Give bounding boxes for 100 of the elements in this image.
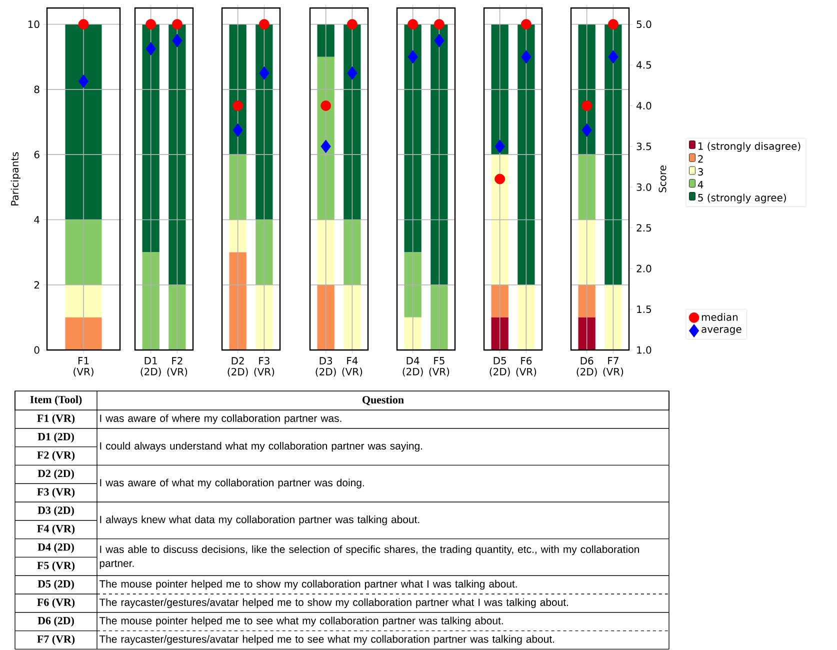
- point: [608, 19, 618, 30]
- text: The raycaster/gestures/avatar helped me to see what my collaboration partner was talking about.: [99, 635, 554, 645]
- bar: [65, 220, 102, 285]
- bar: [404, 252, 422, 318]
- y2-tick-label: 1.0: [637, 346, 652, 354]
- bar: [229, 220, 246, 252]
- bar: [404, 317, 422, 350]
- point: [258, 19, 270, 30]
- bar: [65, 284, 102, 318]
- y-tick-label: 8: [34, 86, 40, 94]
- bar: [604, 24, 622, 285]
- x-tick-label: D5 (2D): [490, 357, 510, 377]
- text: D5 (2D): [38, 580, 74, 590]
- bar: [491, 154, 508, 285]
- x-tick-label: F5 (VR): [429, 357, 450, 377]
- text: I was able to discuss decisions, like the selection of specific shares, the trading quantity, etc., with my collaboration partner.: [100, 545, 639, 570]
- x-tick-label: F2 (VR): [167, 357, 188, 377]
- y2-tick-label: 2.0: [636, 264, 652, 272]
- y2-tick-label: 3.0: [636, 183, 652, 191]
- text: F6 (VR): [37, 598, 75, 608]
- text: F1 (VR): [37, 414, 75, 424]
- legend-label: 3: [698, 168, 703, 176]
- legend-label: average: [702, 327, 742, 335]
- bar: [578, 284, 596, 318]
- y2-tick-label: 2.5: [636, 224, 651, 232]
- point: [232, 100, 244, 111]
- point: [521, 50, 532, 64]
- x-tick-label: F1 (VR): [74, 357, 94, 377]
- bar: [344, 284, 361, 350]
- y2-tick-label: 4.0: [636, 102, 652, 110]
- bar: [317, 56, 334, 220]
- bar: [578, 220, 596, 285]
- bar: [578, 317, 596, 350]
- point: [320, 100, 332, 111]
- text: D1 (2D): [38, 432, 74, 443]
- point: [347, 66, 358, 80]
- point: [608, 50, 618, 64]
- bar: [229, 24, 246, 155]
- y2-axis-title: Score: [658, 166, 666, 192]
- legend-label: 2: [698, 155, 703, 163]
- bar: [404, 24, 422, 252]
- y-axis-title: Paricipants: [10, 152, 20, 206]
- x-tick-label: F7 (VR): [603, 357, 624, 377]
- bar: [491, 317, 508, 350]
- text: The mouse pointer helped me to see what my collaboration partner was talking about.: [99, 616, 503, 626]
- legend-label: 1 (strongly disagree): [698, 142, 800, 152]
- bar: [256, 220, 273, 285]
- y2-tick-label: 1.5: [637, 306, 651, 313]
- bar: [317, 24, 334, 57]
- bar: [491, 24, 508, 155]
- bar: [229, 154, 246, 220]
- point: [346, 19, 358, 30]
- text: D3 (2D): [38, 506, 74, 516]
- legend-label: median: [702, 313, 738, 321]
- bar: [578, 154, 596, 220]
- text: The raycaster/gestures/avatar helped me to show my collaboration partner what I was talking about.: [99, 598, 568, 608]
- bar: [491, 284, 508, 318]
- point: [320, 140, 331, 154]
- bar: [518, 284, 535, 350]
- x-tick-label: D3 (2D): [316, 357, 336, 377]
- bar: [256, 284, 273, 350]
- point: [259, 66, 270, 80]
- y-tick-label: 0: [34, 346, 40, 354]
- text: I was aware of what my collaboration partner was doing.: [100, 478, 364, 488]
- y2-tick-label: 5.0: [636, 20, 652, 28]
- text: The mouse pointer helped me to show my collaboration partner what I was talking about.: [99, 580, 517, 590]
- y-tick-label: 4: [34, 216, 40, 224]
- x-tick-label: F3 (VR): [254, 357, 274, 377]
- point: [494, 140, 505, 154]
- x-tick-label: D2 (2D): [228, 357, 248, 377]
- point: [232, 123, 243, 137]
- bar: [578, 24, 596, 155]
- text: I could always understand what my collaboration partner was saying.: [100, 442, 422, 452]
- y-tick-label: 2: [34, 281, 39, 289]
- x-tick-label: D4 (2D): [402, 357, 423, 377]
- point: [582, 123, 592, 137]
- text: Item (Tool): [30, 396, 82, 406]
- bar: [65, 24, 102, 220]
- bar: [256, 24, 273, 220]
- bar: [317, 220, 334, 285]
- legend-label: 5 (strongly agree): [698, 194, 786, 204]
- point: [582, 100, 592, 111]
- x-tick-label: F6 (VR): [516, 357, 536, 377]
- point: [520, 19, 532, 30]
- bar: [430, 24, 448, 285]
- y2-tick-label: 4.5: [636, 61, 651, 69]
- y2-tick-label: 3.5: [636, 142, 651, 150]
- point: [494, 174, 506, 184]
- bar: [344, 220, 361, 285]
- x-tick-label: F4 (VR): [342, 357, 362, 377]
- y-tick-label: 6: [34, 150, 40, 158]
- text: F7 (VR): [37, 635, 75, 645]
- bar: [229, 252, 246, 350]
- text: F5 (VR): [37, 561, 75, 572]
- text: I was aware of where my collaboration partner was.: [100, 414, 342, 424]
- text: Question: [362, 396, 404, 406]
- bar: [518, 24, 535, 285]
- text: F3 (VR): [37, 488, 75, 498]
- text: I always knew what data my collaboration partner was talking about.: [100, 516, 420, 526]
- bar: [344, 24, 361, 220]
